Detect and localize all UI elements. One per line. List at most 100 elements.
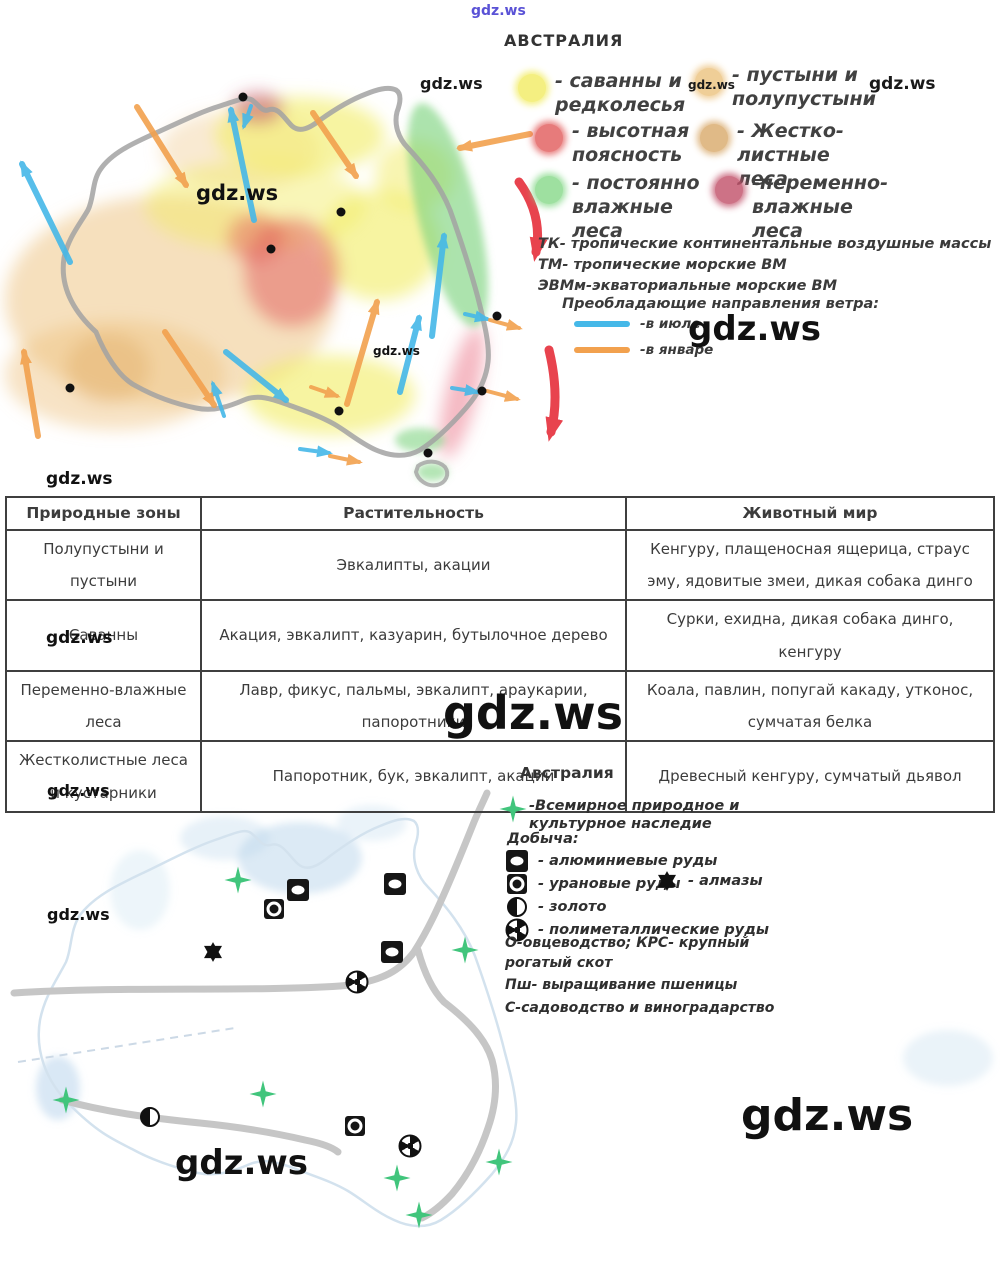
city-marker bbox=[329, 200, 353, 224]
watermark: gdz.ws bbox=[373, 344, 420, 358]
aluminum-ore-icon bbox=[380, 940, 404, 964]
column-header-zones: Природные зоны bbox=[5, 496, 202, 531]
watermark: gdz.ws bbox=[175, 1143, 309, 1183]
mining-label: - золото bbox=[538, 898, 607, 915]
legend-label: - постоянно влажные леса bbox=[572, 172, 700, 242]
map1-title: АВСТРАЛИЯ bbox=[504, 31, 624, 50]
zone-cell: Саванны bbox=[5, 599, 202, 672]
animals-cell: Коала, павлин, попугай какаду, утконос, … bbox=[625, 669, 995, 743]
map1-vegetation-zones bbox=[5, 92, 485, 459]
polymetal-ore-icon bbox=[398, 1134, 422, 1158]
legend-mining-item: - полиметаллические руды bbox=[505, 918, 769, 941]
aluminum-ore-icon bbox=[286, 878, 310, 902]
legend-item: - высотная поясность bbox=[535, 120, 705, 168]
table-row: Жестколистные леса и кустарники Папоротн… bbox=[5, 740, 995, 813]
city-marker bbox=[58, 376, 82, 400]
zone-cell: Полупустыни и пустыни bbox=[5, 528, 202, 602]
wind-direction-row: -в июле bbox=[574, 316, 713, 332]
air-mass-line: ТМ- тропические морские ВМ bbox=[538, 257, 787, 273]
table-header-row: Природные зоны Растительность Животный м… bbox=[5, 496, 995, 531]
city-marker bbox=[327, 399, 351, 423]
legend-swatch bbox=[700, 124, 728, 152]
heritage-star-icon bbox=[407, 1203, 431, 1227]
watermark: gdz.ws bbox=[420, 74, 483, 93]
watermark: gdz.ws bbox=[688, 309, 822, 349]
legend-item: - пустыни и полупустыни bbox=[695, 64, 895, 112]
legend-swatch bbox=[695, 68, 723, 96]
legend-item: -переменно-влажные леса bbox=[715, 172, 910, 243]
legend-swatch bbox=[715, 176, 743, 204]
plants-cell: Лавр, фикус, пальмы, эвкалипт, араукарии… bbox=[200, 669, 627, 743]
diamond-label: - алмазы bbox=[688, 873, 763, 889]
uranium-ore-icon bbox=[343, 1114, 367, 1138]
table-row: Полупустыни и пустыни Эвкалипты, акации … bbox=[5, 528, 995, 602]
watermark: gdz.ws bbox=[443, 686, 623, 740]
wind-directions-legend: -в июле -в январе bbox=[574, 316, 713, 368]
city-marker bbox=[470, 379, 494, 403]
air-mass-notes: ТК- тропические континентальные воздушны… bbox=[538, 236, 991, 299]
map1-coastline bbox=[60, 85, 491, 458]
nature-zones-table: Природные зоны Растительность Животный м… bbox=[5, 496, 995, 813]
mining-label: - алюминиевые руды bbox=[538, 852, 718, 869]
tropic-line bbox=[17, 1027, 236, 1063]
plants-cell: Эвкалипты, акации bbox=[200, 528, 627, 602]
polymetal-ore-icon bbox=[345, 970, 369, 994]
animals-cell: Сурки, ехидна, дикая собака динго, кенгу… bbox=[625, 599, 995, 672]
legend-label: - Жестко-листные леса bbox=[737, 120, 844, 190]
zone-cell: Переменно-влажные леса bbox=[5, 669, 202, 743]
column-header-plants: Растительность bbox=[200, 496, 627, 531]
heritage-star-icon bbox=[487, 1150, 511, 1174]
legend-mining-item: - золото bbox=[505, 895, 769, 918]
watermark: gdz.ws bbox=[46, 628, 113, 648]
air-mass-line: ЭВМм-экваториальные морские ВМ bbox=[538, 278, 838, 294]
city-marker bbox=[485, 304, 509, 328]
watermark: gdz.ws bbox=[471, 3, 526, 19]
table-row: Переменно-влажные леса Лавр, фикус, паль… bbox=[5, 669, 995, 743]
note-line: С-садоводство и виноградарство bbox=[505, 999, 775, 1016]
uranium-ore-icon bbox=[505, 872, 529, 896]
legend-item: - постоянно влажные леса bbox=[535, 172, 720, 243]
legend-label: - саванны и редколесья bbox=[555, 70, 686, 116]
mining-label: - полиметаллические руды bbox=[538, 921, 770, 938]
watermark: gdz.ws bbox=[869, 74, 936, 94]
aluminum-ore-icon bbox=[505, 849, 529, 873]
heritage-star-icon bbox=[385, 1166, 409, 1190]
uranium-ore-icon bbox=[262, 897, 286, 921]
animals-cell: Кенгуру, плащеносная ящерица, страус эму… bbox=[625, 528, 995, 602]
legend-swatch bbox=[535, 176, 563, 204]
wind-direction-row: -в январе bbox=[574, 342, 713, 358]
diamond-icon bbox=[201, 940, 225, 964]
city-marker bbox=[259, 237, 283, 261]
watermark: gdz.ws bbox=[46, 469, 113, 489]
city-marker bbox=[416, 441, 440, 465]
heritage-star-icon bbox=[501, 797, 525, 821]
watermark: gdz.ws bbox=[47, 781, 110, 800]
column-header-animals: Животный мир bbox=[625, 496, 995, 531]
wind-arrow-sample bbox=[574, 347, 630, 353]
animals-cell: Древесный кенгуру, сумчатый дьявол bbox=[625, 740, 995, 813]
legend-swatch bbox=[535, 124, 563, 152]
note-line: Пш- выращивание пшеницы bbox=[505, 977, 738, 994]
watermark: gdz.ws bbox=[196, 181, 279, 205]
legend-item: - Жестко-листные леса bbox=[700, 120, 885, 191]
city-marker bbox=[231, 85, 255, 109]
wind-direction-label: -в июле bbox=[640, 316, 701, 332]
january-wind-arrows bbox=[20, 104, 533, 466]
wind-directions-header: Преобладающие направления ветра: bbox=[562, 296, 880, 312]
map2-title: Австралия bbox=[520, 764, 614, 782]
july-wind-arrows bbox=[19, 104, 491, 458]
note-line: О-овцеводство; КРС- крупный рогатый скот bbox=[505, 935, 750, 971]
diamond-icon bbox=[655, 869, 679, 893]
legend-item: - саванны и редколесья bbox=[518, 70, 686, 118]
wind-arrow-sample bbox=[574, 321, 630, 327]
legend-label: - высотная поясность bbox=[572, 120, 690, 166]
plants-cell: Акация, эвкалипт, казуарин, бутылочное д… bbox=[200, 599, 627, 672]
gold-icon bbox=[138, 1105, 162, 1129]
heritage-star-icon bbox=[251, 1082, 275, 1106]
map1-forest-strip bbox=[395, 103, 489, 481]
heritage-star-icon bbox=[453, 938, 477, 962]
zone-cell: Жестколистные леса и кустарники bbox=[5, 740, 202, 813]
mining-legend: - алюминиевые руды - урановые руды - зол… bbox=[505, 849, 769, 941]
legend-diamond-item: - алмазы bbox=[655, 869, 763, 893]
